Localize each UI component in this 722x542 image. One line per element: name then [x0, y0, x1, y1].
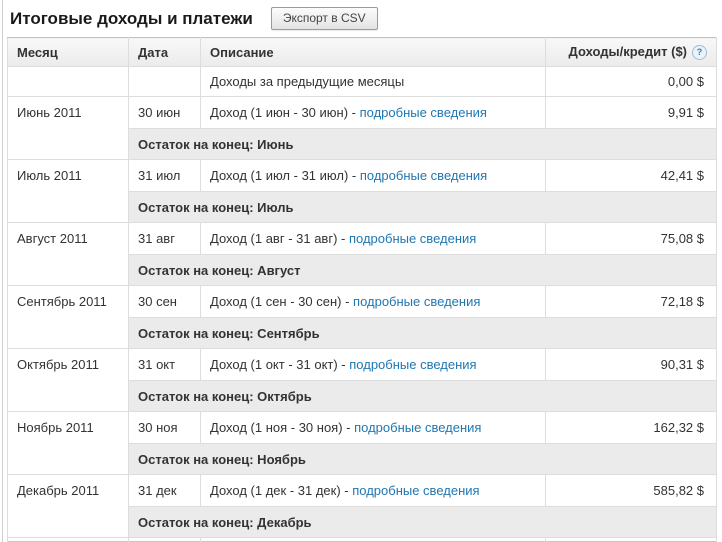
subtotal-row-september: Остаток на конец: Сентябрь [8, 317, 717, 349]
description-cell: Доход (1 июл - 31 июл) - подробные сведе… [200, 159, 546, 192]
month-row-september: Сентябрь 2011 30 сен Доход (1 сен - 30 с… [7, 285, 717, 349]
date-cell: 30 июн [128, 96, 201, 129]
page-title: Итоговые доходы и платежи [10, 8, 253, 28]
help-icon[interactable]: ? [692, 45, 707, 60]
amount-cell [545, 537, 717, 542]
month-cell: Август 2011 [7, 222, 129, 286]
month-cell: Июль 2011 [7, 159, 129, 223]
date-cell: 31 авг [128, 222, 201, 255]
column-header-date: Дата [128, 37, 201, 67]
subtotal-row-october: Остаток на конец: Октябрь [8, 380, 717, 412]
description-text: Доход (1 ноя - 30 ноя) - [210, 420, 355, 435]
month-row-june: Июнь 2011 30 июн Доход (1 июн - 30 июн) … [7, 96, 717, 160]
date-cell: 31 дек [128, 474, 201, 507]
description-text: Доход (1 июн - 30 июн) - [210, 105, 360, 120]
amount-cell: 75,08 $ [545, 222, 717, 255]
month-row-october: Октябрь 2011 31 окт Доход (1 окт - 31 ок… [7, 348, 717, 412]
page-left-border [2, 0, 3, 542]
description-cell: Доход (1 окт - 31 окт) - подробные сведе… [200, 348, 546, 381]
description-cell [200, 537, 546, 542]
month-cell: Июнь 2011 [7, 96, 129, 160]
subtotal-row-june: Остаток на конец: Июнь [8, 128, 717, 160]
cutoff-partial-row [7, 537, 717, 542]
description-text: Доход (1 сен - 30 сен) - [210, 294, 354, 309]
amount-cell: 9,91 $ [545, 96, 717, 129]
subtotal-cell: Остаток на конец: Август [128, 254, 717, 286]
description-text: Доход (1 июл - 31 июл) - [210, 168, 360, 183]
description-text: Доход (1 окт - 31 окт) - [210, 357, 350, 372]
description-cell: Доход (1 июн - 30 июн) - подробные сведе… [200, 96, 546, 129]
column-header-description: Описание [200, 37, 546, 67]
amount-cell: 42,41 $ [545, 159, 717, 192]
date-cell [128, 66, 201, 97]
amount-cell: 162,32 $ [545, 411, 717, 444]
details-link[interactable]: подробные сведения [359, 105, 487, 120]
subtotal-cell: Остаток на конец: Ноябрь [128, 443, 717, 475]
details-link[interactable]: подробные сведения [354, 420, 482, 435]
details-link[interactable]: подробные сведения [349, 357, 477, 372]
column-header-month: Месяц [7, 37, 129, 67]
month-cell [7, 66, 129, 97]
month-row-november: Ноябрь 2011 30 ноя Доход (1 ноя - 30 ноя… [7, 411, 717, 475]
subtotal-row-november: Остаток на конец: Ноябрь [8, 443, 717, 475]
titlebar: Итоговые доходы и платежи Экспорт в CSV [0, 0, 722, 37]
subtotal-cell: Остаток на конец: Сентябрь [128, 317, 717, 349]
description-cell: Доход (1 ноя - 30 ноя) - подробные сведе… [200, 411, 546, 444]
amount-cell: 585,82 $ [545, 474, 717, 507]
export-csv-button[interactable]: Экспорт в CSV [270, 7, 378, 30]
column-header-earnings-label: Доходы/кредит ($) [568, 44, 687, 59]
description-cell: Доход (1 сен - 30 сен) - подробные сведе… [200, 285, 546, 318]
details-link[interactable]: подробные сведения [353, 294, 481, 309]
subtotal-cell: Остаток на конец: Декабрь [128, 506, 717, 538]
details-link[interactable]: подробные сведения [348, 231, 477, 246]
description-cell: Доход (1 дек - 31 дек) - подробные сведе… [200, 474, 546, 507]
details-link[interactable]: подробные сведения [352, 483, 480, 498]
date-cell: 31 июл [128, 159, 201, 192]
subtotal-cell: Остаток на конец: Июль [128, 191, 717, 223]
month-cell [7, 537, 129, 542]
date-cell: 30 сен [128, 285, 201, 318]
date-cell: 30 ноя [128, 411, 201, 444]
description-text: Доход (1 авг - 31 авг) - [210, 231, 349, 246]
column-header-earnings: Доходы/кредит ($)? [545, 37, 717, 67]
month-row-july: Июль 2011 31 июл Доход (1 июл - 31 июл) … [7, 159, 717, 223]
month-row-august: Август 2011 31 авг Доход (1 авг - 31 авг… [7, 222, 717, 286]
subtotal-row-december: Остаток на конец: Декабрь [8, 506, 717, 538]
date-cell: 31 окт [128, 348, 201, 381]
month-cell: Декабрь 2011 [7, 474, 129, 538]
amount-cell: 90,31 $ [545, 348, 717, 381]
description-text: Доход (1 дек - 31 дек) - [210, 483, 353, 498]
details-link[interactable]: подробные сведения [359, 168, 488, 183]
description-cell: Доход (1 авг - 31 авг) - подробные сведе… [200, 222, 546, 255]
month-cell: Сентябрь 2011 [7, 285, 129, 349]
amount-cell: 0,00 $ [545, 66, 717, 97]
month-cell: Октябрь 2011 [7, 348, 129, 412]
subtotal-cell: Остаток на конец: Октябрь [128, 380, 717, 412]
date-cell [128, 537, 201, 542]
description-cell: Доходы за предыдущие месяцы [200, 66, 546, 97]
subtotal-cell: Остаток на конец: Июнь [128, 128, 717, 160]
table-header-row: Месяц Дата Описание Доходы/кредит ($)? [7, 37, 717, 67]
previous-months-row: Доходы за предыдущие месяцы 0,00 $ [7, 66, 717, 97]
month-row-december: Декабрь 2011 31 дек Доход (1 дек - 31 де… [7, 474, 717, 538]
month-cell: Ноябрь 2011 [7, 411, 129, 475]
amount-cell: 72,18 $ [545, 285, 717, 318]
earnings-table: Месяц Дата Описание Доходы/кредит ($)? Д… [7, 37, 717, 542]
